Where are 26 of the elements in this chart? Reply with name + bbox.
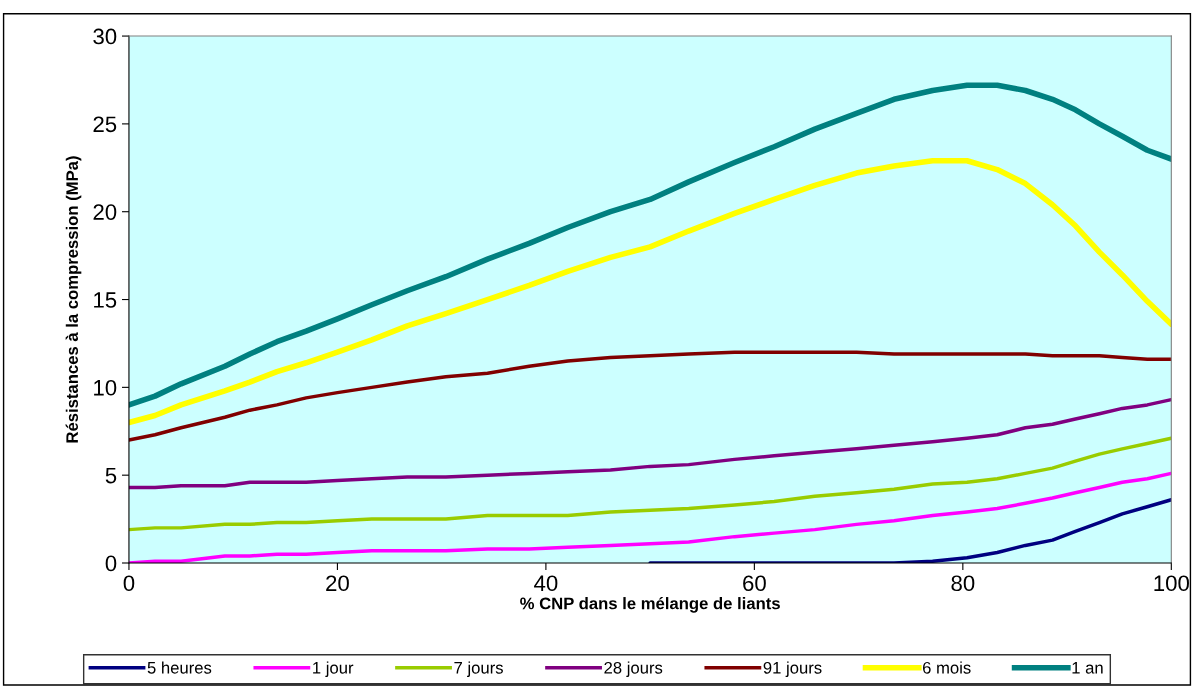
x-tick-label: 40 [534, 575, 558, 592]
y-axis-title: Résistances à la compression (MPa) [65, 156, 82, 443]
legend-label: 1 jour [313, 661, 354, 677]
y-tick-label: 25 [93, 116, 117, 133]
line-series [128, 436, 1172, 532]
legend-label: 5 heures [147, 661, 212, 674]
legend-label: 6 mois [922, 661, 971, 674]
y-tick-label: 5 [105, 467, 117, 484]
line-series [128, 350, 1172, 442]
x-axis-title: % CNP dans le mélange de liants [520, 596, 780, 613]
line-series [128, 397, 1172, 490]
y-tick-label: 20 [93, 204, 117, 220]
y-tick-label: 30 [93, 28, 117, 45]
legend-label: 7 jours [454, 661, 503, 677]
x-tick-label: 20 [326, 575, 349, 592]
x-tick-label: 100 [1154, 575, 1189, 592]
y-tick-label: 15 [94, 292, 117, 308]
x-tick-label: 80 [951, 575, 975, 592]
line-series [648, 498, 1172, 563]
x-tick-label: 60 [743, 575, 766, 592]
y-tick-label: 0 [105, 555, 117, 572]
legend-label: 28 jours [604, 661, 663, 677]
y-tick-label: 10 [94, 379, 117, 396]
legend-label: 91 jours [763, 661, 822, 677]
x-tick-label: 0 [123, 575, 135, 592]
legend-label: 1 an [1072, 662, 1103, 674]
